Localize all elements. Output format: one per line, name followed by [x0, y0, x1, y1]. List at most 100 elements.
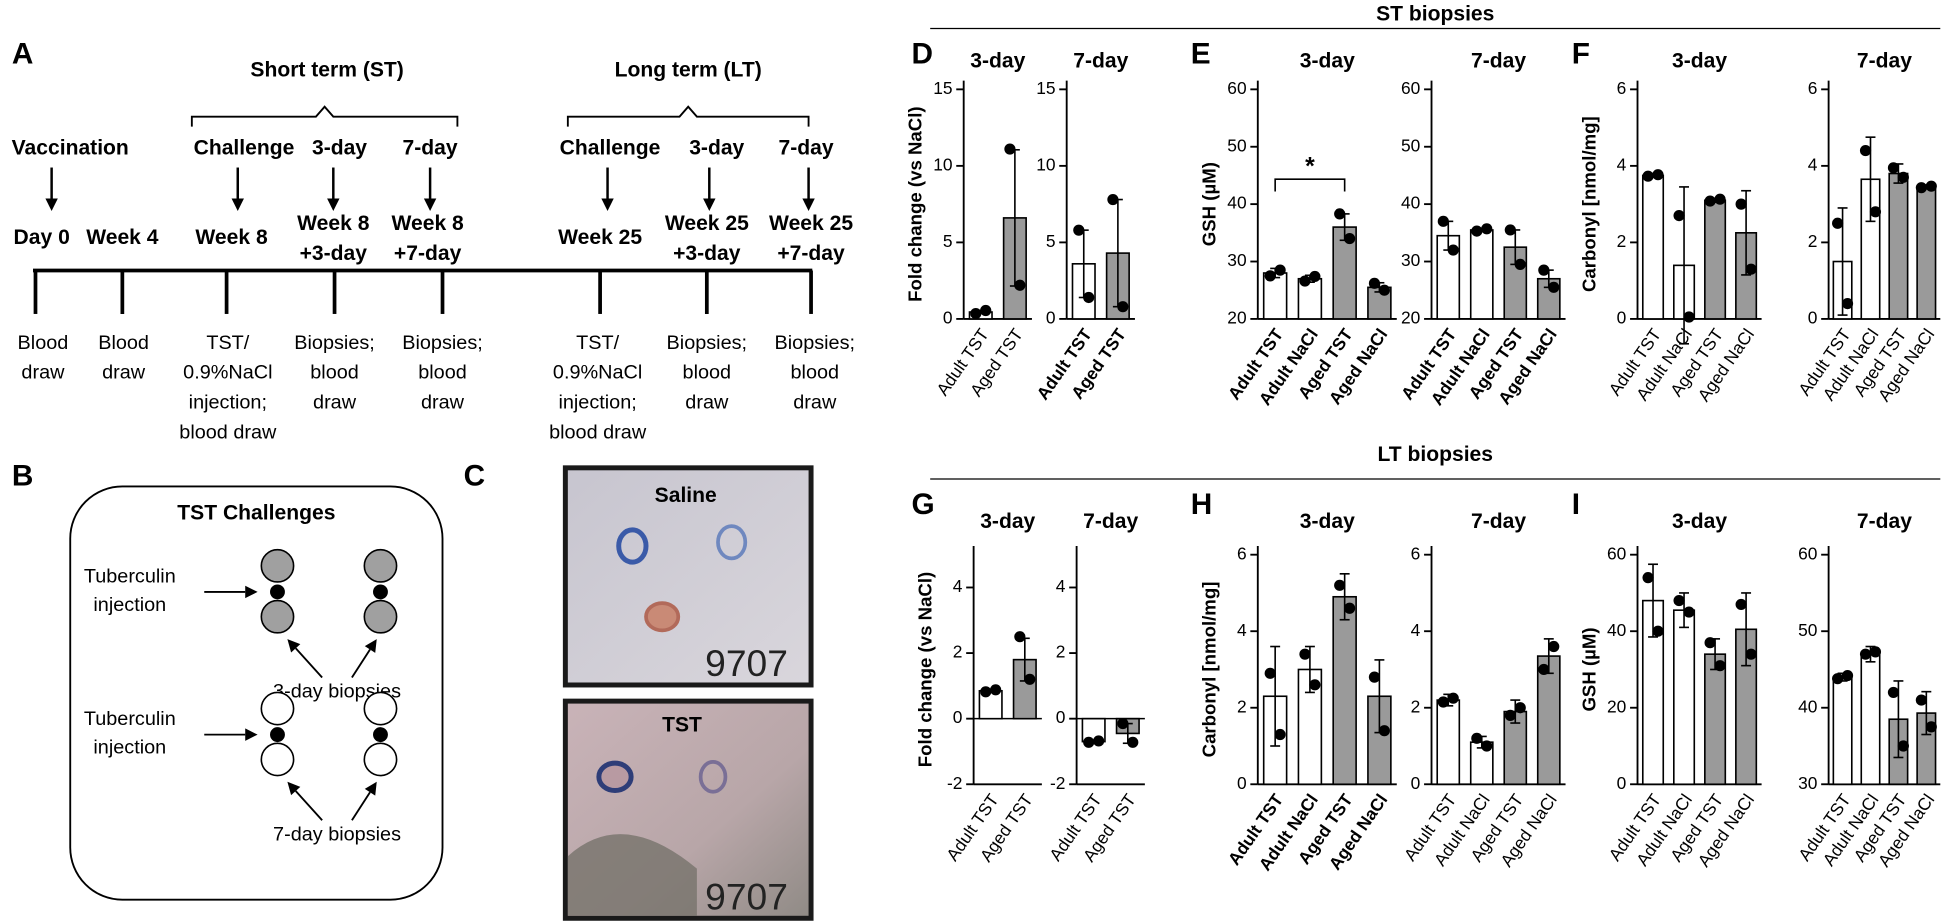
y-tick-label: 40	[1227, 193, 1246, 213]
data-point	[1368, 277, 1381, 289]
data-point	[1514, 258, 1526, 270]
data-point	[1481, 740, 1493, 752]
data-point	[1447, 692, 1459, 704]
action-label: draw	[313, 392, 357, 414]
data-point	[1274, 728, 1286, 741]
event-label: Challenge	[560, 136, 661, 159]
y-tick-label: 20	[1227, 308, 1246, 328]
y-axis-label: Carbonyl [nmol/mg]	[1578, 116, 1599, 292]
action-label: draw	[21, 362, 65, 384]
bar	[1436, 699, 1461, 786]
y-tick-label: 0	[1617, 308, 1627, 328]
tattoo-ring	[596, 760, 634, 793]
y-tick-label: 15	[1036, 78, 1055, 98]
photo-id: 9707	[705, 642, 788, 684]
injection-label: Tuberculin	[84, 708, 176, 730]
injection-arrow-head	[245, 585, 258, 599]
biopsy-arrow-head	[287, 639, 301, 653]
action-label: blood	[791, 362, 840, 384]
data-point	[1024, 673, 1036, 685]
data-point	[1264, 270, 1276, 282]
data-point	[1673, 210, 1685, 222]
data-point	[1504, 709, 1516, 721]
action-label: 0.9%NaCl	[553, 362, 642, 384]
y-tick-label: 60	[1227, 78, 1246, 98]
action-label: blood	[418, 362, 467, 384]
panel-label: D	[912, 38, 934, 71]
y-tick-label: 4	[953, 576, 963, 596]
data-point	[1274, 264, 1286, 276]
data-point	[1735, 598, 1747, 611]
data-point	[1704, 637, 1716, 649]
panel-label: C	[464, 460, 486, 493]
data-point	[1652, 169, 1664, 181]
action-label: Biopsies;	[402, 332, 483, 354]
data-point	[1309, 679, 1321, 691]
chart-title: 7-day	[1857, 510, 1912, 533]
injection-site	[260, 548, 295, 583]
data-point	[1548, 281, 1560, 293]
phase-brace	[190, 105, 459, 127]
event-label: 7-day	[779, 136, 834, 159]
y-axis-label: Fold change (vs NaCl)	[914, 572, 935, 767]
action-label: TST/	[206, 332, 249, 354]
chart-title: 3-day	[1300, 510, 1355, 533]
data-point	[1897, 171, 1909, 183]
panel-label: F	[1572, 38, 1590, 71]
injection-site	[363, 548, 398, 583]
y-tick-label: 4	[1411, 620, 1421, 640]
data-point	[1745, 263, 1757, 275]
bar	[1536, 655, 1561, 786]
injection-dot	[270, 727, 285, 743]
event-arrow-head	[45, 198, 58, 211]
data-point	[1334, 208, 1346, 220]
data-point	[1897, 740, 1909, 752]
y-tick-label: 60	[1798, 543, 1817, 563]
y-tick-label: 40	[1607, 620, 1626, 640]
injection-site	[363, 691, 398, 726]
bar	[1469, 229, 1494, 320]
injection-dot	[373, 727, 388, 743]
photo-title: Saline	[655, 484, 717, 507]
data-point	[1083, 291, 1095, 304]
data-point	[1915, 694, 1927, 706]
action-label: blood	[310, 362, 359, 384]
data-point	[980, 686, 992, 698]
time-label: Week 25	[558, 226, 642, 249]
data-point	[1652, 625, 1664, 637]
panel-label: A	[12, 38, 34, 71]
y-tick-label: 0	[1056, 707, 1066, 727]
action-label: blood draw	[549, 421, 647, 443]
action-label: draw	[421, 392, 465, 414]
panel-label: G	[912, 488, 935, 521]
biopsy-label: 7-day biopsies	[273, 823, 401, 845]
injection-site	[363, 742, 398, 777]
bar	[1704, 653, 1727, 786]
data-point	[1378, 725, 1390, 737]
y-tick-label: 40	[1401, 193, 1420, 213]
biopsy-arrow	[351, 791, 371, 821]
data-point	[1704, 195, 1716, 207]
data-point	[1117, 718, 1129, 730]
diagram-title: TST Challenges	[177, 501, 335, 524]
y-tick-label: 20	[1607, 696, 1626, 716]
y-tick-label: 0	[1237, 773, 1247, 793]
data-point	[1735, 198, 1747, 210]
bar	[1888, 172, 1909, 320]
y-tick-label: 50	[1227, 135, 1246, 155]
data-point	[1471, 225, 1483, 237]
y-tick-label: 2	[1056, 642, 1066, 662]
data-point	[1673, 595, 1685, 607]
y-tick-label: 50	[1401, 135, 1420, 155]
data-point	[1083, 736, 1095, 748]
y-tick-label: 5	[943, 231, 953, 251]
data-point	[1504, 224, 1516, 236]
y-tick-label: 0	[1808, 308, 1818, 328]
bar	[1641, 174, 1665, 320]
data-point	[1683, 606, 1695, 618]
data-point	[1859, 648, 1872, 660]
y-tick-label: 50	[1798, 620, 1817, 640]
y-tick-label: 0	[943, 308, 953, 328]
y-tick-label: 0	[1617, 773, 1627, 793]
